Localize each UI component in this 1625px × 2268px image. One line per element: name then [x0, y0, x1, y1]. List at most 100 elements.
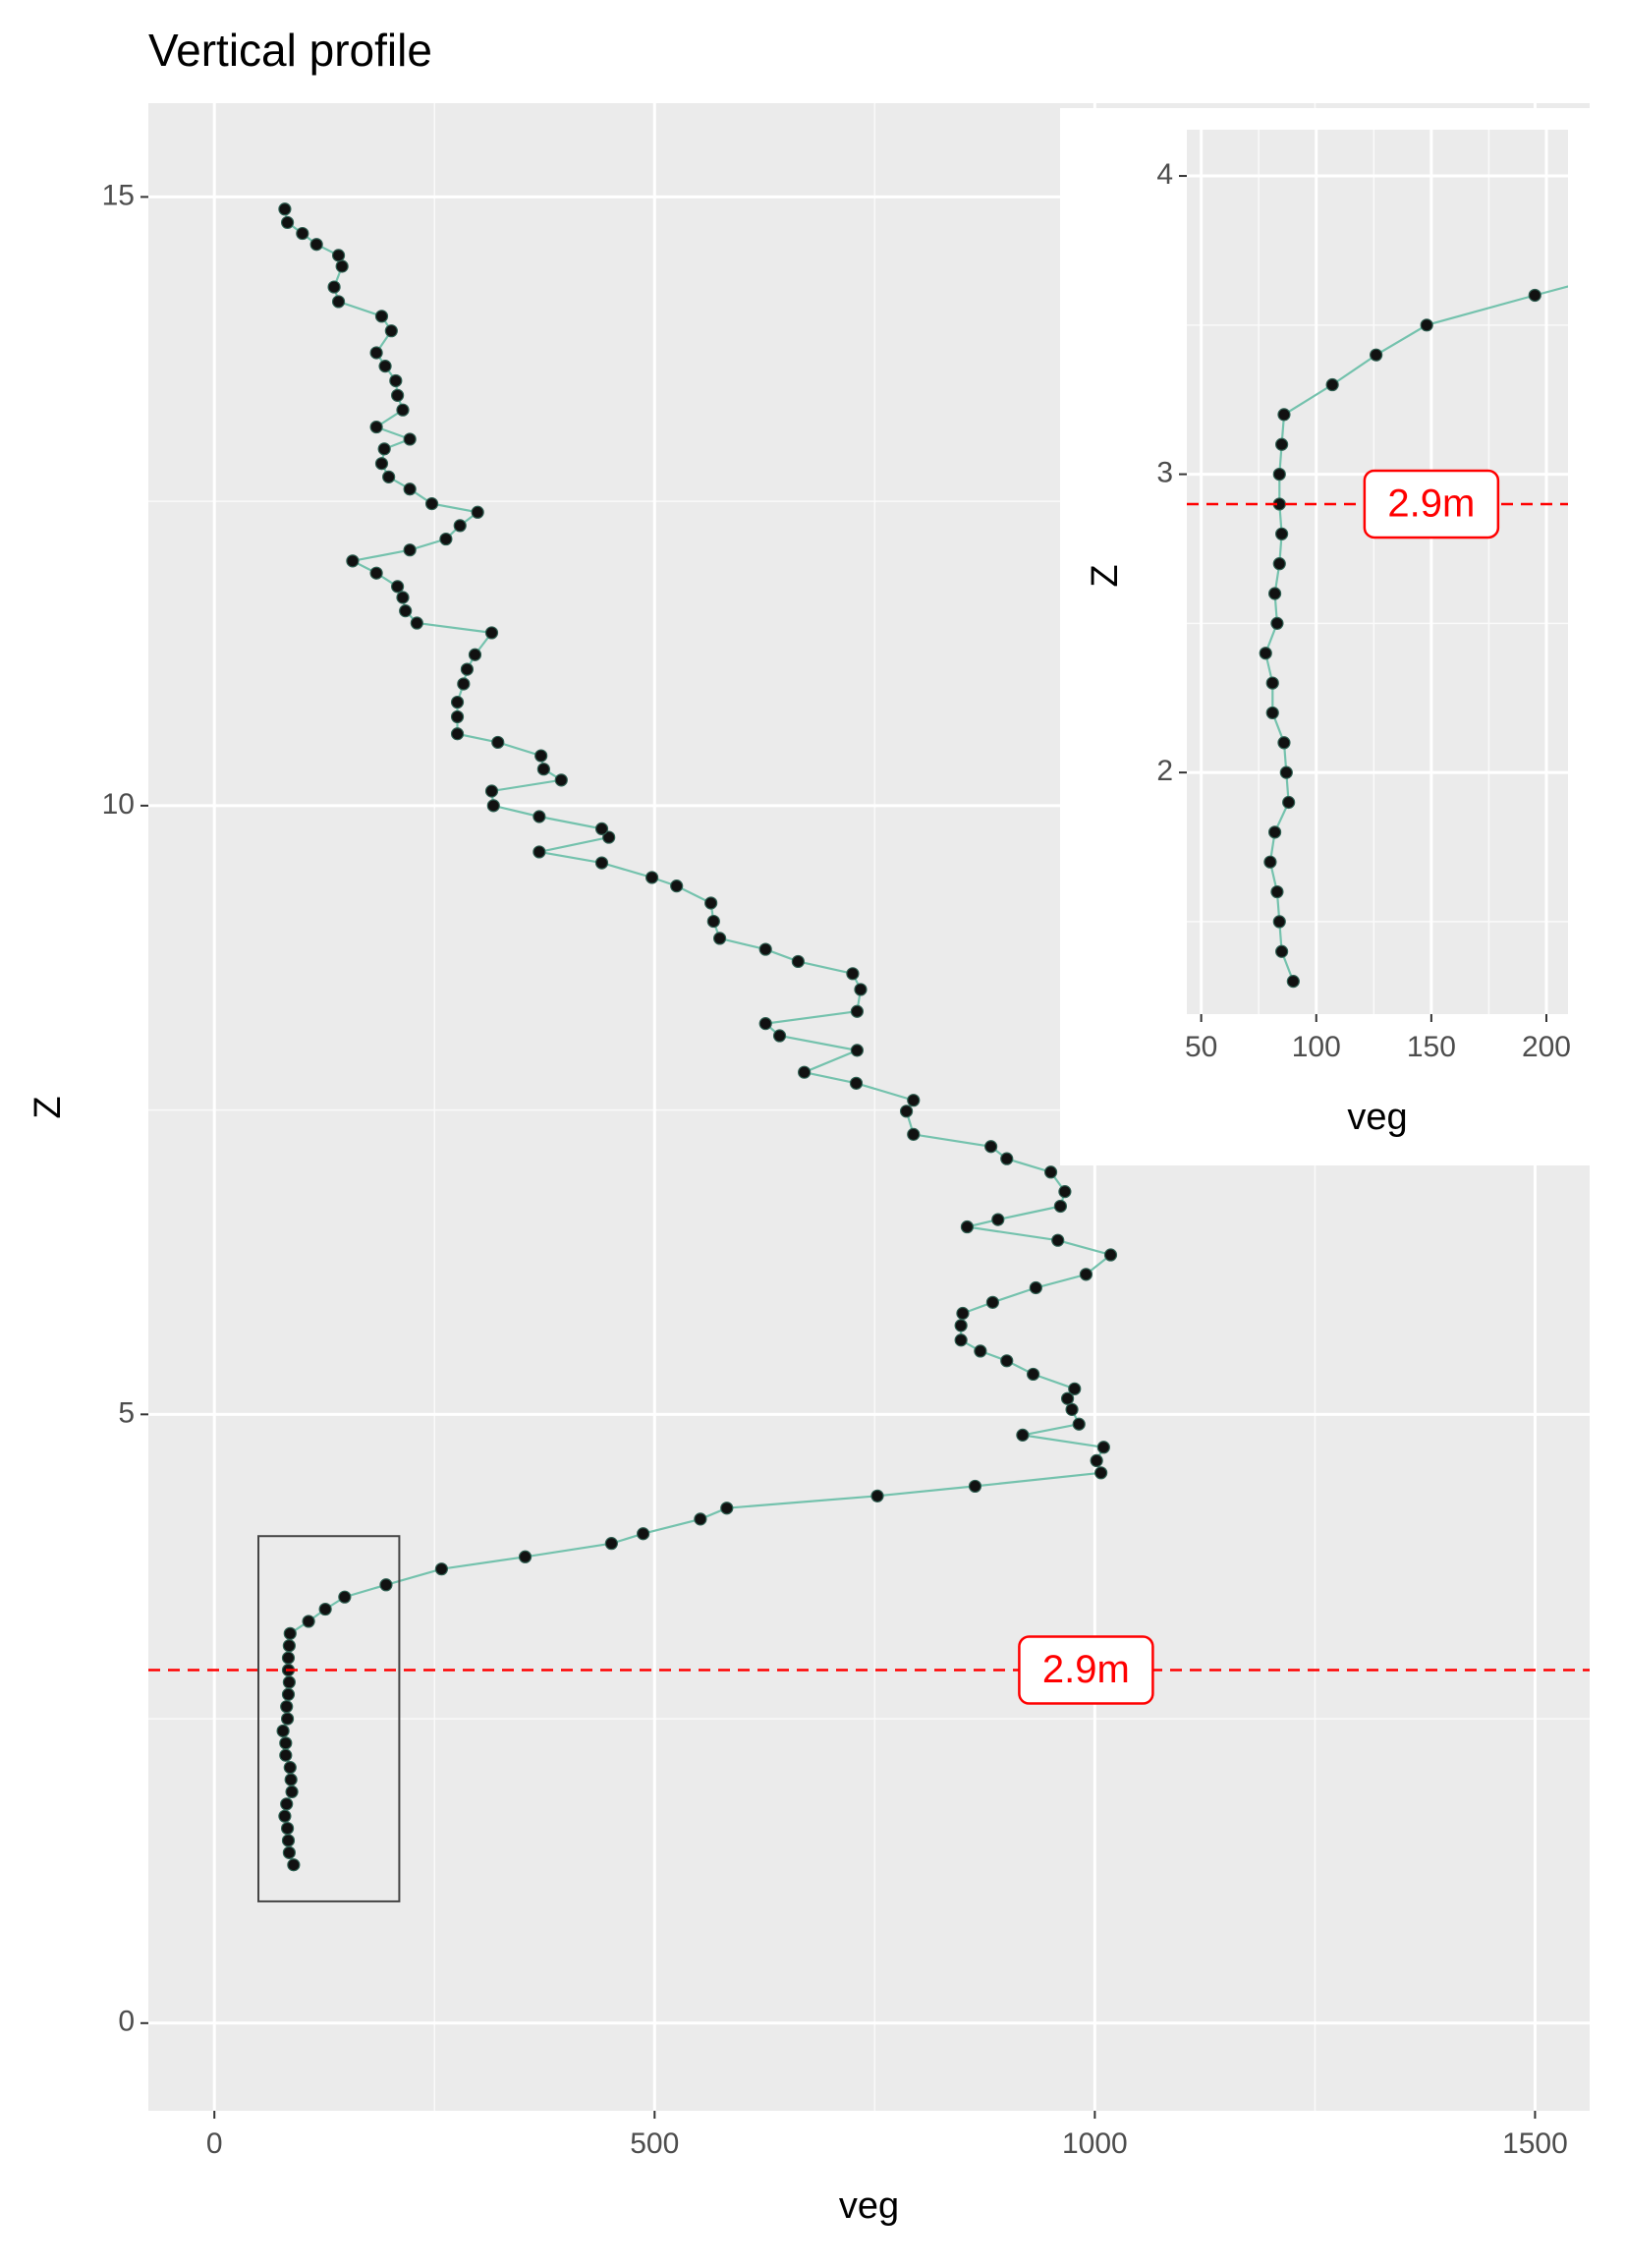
reference-label: 2.9m	[1387, 482, 1475, 526]
point	[331, 295, 346, 309]
point	[1068, 1382, 1082, 1395]
point	[1267, 587, 1282, 600]
point	[798, 1065, 812, 1079]
reference-label-box	[1018, 1635, 1154, 1705]
point	[278, 1809, 292, 1823]
point	[486, 799, 500, 813]
point	[1272, 557, 1286, 571]
point	[758, 1017, 772, 1031]
point	[450, 727, 465, 741]
point	[1096, 1441, 1110, 1454]
x-tick-label: 1500	[1502, 2127, 1568, 2160]
point	[450, 695, 465, 709]
point	[1270, 884, 1284, 899]
point	[1053, 1199, 1068, 1214]
point	[870, 1489, 884, 1503]
point	[302, 1615, 315, 1628]
point	[396, 403, 410, 417]
point	[907, 1127, 921, 1141]
x-axis-title: veg	[839, 2185, 899, 2227]
point	[1029, 1280, 1042, 1295]
point	[403, 482, 417, 496]
inset-y-axis-title: Z	[1085, 564, 1126, 587]
point	[954, 1333, 968, 1347]
point	[960, 1219, 975, 1234]
point	[1072, 1417, 1086, 1431]
point	[1272, 915, 1286, 929]
point	[389, 373, 403, 388]
point	[283, 1761, 297, 1775]
point	[1267, 825, 1282, 839]
point	[1325, 377, 1339, 392]
point	[1275, 437, 1289, 451]
point	[985, 1295, 1000, 1309]
point	[899, 1105, 914, 1118]
point	[457, 677, 471, 691]
point	[1079, 1268, 1093, 1281]
point	[309, 238, 323, 252]
point	[484, 626, 499, 640]
point	[484, 784, 499, 798]
point	[984, 1140, 998, 1154]
point	[281, 1651, 296, 1665]
point	[1265, 676, 1279, 690]
point	[854, 983, 868, 996]
point	[518, 1550, 532, 1563]
point	[694, 1512, 707, 1526]
point	[276, 1724, 290, 1738]
point	[279, 1748, 293, 1762]
x-tick-label: 0	[206, 2127, 223, 2160]
point	[378, 360, 392, 373]
point	[720, 1502, 734, 1515]
reference-label: 2.9m	[1042, 1648, 1130, 1691]
point	[280, 1797, 294, 1811]
point	[396, 591, 410, 604]
point	[604, 1537, 618, 1551]
point	[532, 810, 546, 823]
point	[280, 1712, 295, 1726]
point	[956, 1306, 970, 1321]
zoom-box	[257, 1535, 401, 1902]
point	[534, 749, 548, 763]
point	[384, 324, 398, 338]
point	[968, 1479, 982, 1494]
point	[954, 1319, 968, 1332]
point	[772, 1029, 787, 1043]
point	[453, 519, 467, 533]
point	[1043, 1165, 1058, 1179]
y-tick-label: 4	[1156, 158, 1173, 191]
point	[318, 1602, 332, 1616]
point	[1259, 647, 1272, 660]
point	[327, 280, 341, 294]
x-tick-label: 500	[630, 2127, 679, 2160]
point	[284, 1773, 298, 1786]
point	[281, 1687, 296, 1701]
x-tick-label: 50	[1185, 1031, 1217, 1063]
point	[1051, 1233, 1065, 1247]
panel-background	[1187, 130, 1568, 1014]
x-tick-label: 1000	[1062, 2127, 1128, 2160]
point	[974, 1344, 987, 1358]
point	[491, 735, 505, 750]
point	[369, 566, 383, 580]
point	[1277, 736, 1291, 750]
point	[296, 226, 309, 241]
point	[399, 604, 413, 618]
point	[287, 1858, 301, 1872]
point	[637, 1527, 650, 1541]
point	[1060, 1391, 1075, 1405]
point	[468, 648, 482, 661]
point	[403, 543, 417, 557]
x-tick-label: 150	[1407, 1031, 1456, 1063]
point	[1103, 1248, 1118, 1262]
y-axis-title: Z	[28, 1096, 69, 1118]
point	[1279, 765, 1293, 779]
point	[1420, 318, 1433, 332]
point	[471, 505, 484, 519]
y-tick-label: 0	[118, 2006, 135, 2038]
point	[846, 967, 860, 981]
point	[280, 1821, 295, 1836]
point	[1277, 408, 1291, 422]
point	[1000, 1152, 1014, 1165]
